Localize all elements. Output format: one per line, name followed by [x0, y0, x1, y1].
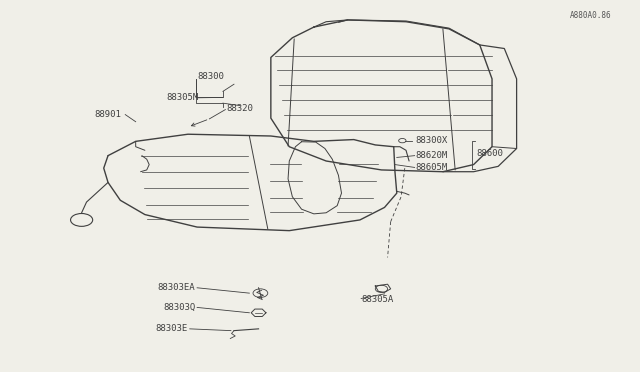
Text: 88303E: 88303E	[156, 324, 188, 333]
Text: 88300: 88300	[197, 71, 224, 80]
Text: 88901: 88901	[95, 110, 122, 119]
Text: A880A0.86: A880A0.86	[570, 11, 612, 20]
Text: 88303EA: 88303EA	[157, 283, 195, 292]
Text: 88320: 88320	[227, 104, 253, 113]
Text: 88600: 88600	[477, 150, 504, 158]
Text: 88305M: 88305M	[166, 93, 198, 102]
Text: 88620M: 88620M	[415, 151, 447, 160]
Text: 88300X: 88300X	[415, 136, 447, 145]
Text: 88305A: 88305A	[361, 295, 394, 304]
Text: 88605M: 88605M	[415, 163, 447, 172]
Text: 88303Q: 88303Q	[163, 303, 195, 312]
